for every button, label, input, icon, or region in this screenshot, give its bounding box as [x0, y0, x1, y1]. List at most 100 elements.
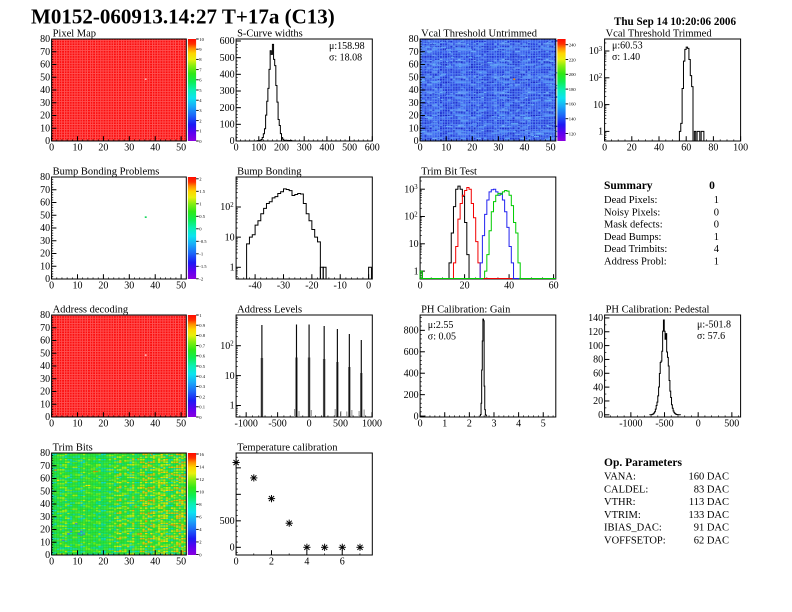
svg-text:12: 12 [199, 477, 204, 482]
svg-text:0: 0 [418, 419, 423, 430]
svg-text:200: 200 [274, 143, 289, 154]
svg-text:80: 80 [40, 448, 50, 459]
svg-text:0: 0 [414, 136, 419, 147]
svg-text:0: 0 [709, 180, 715, 192]
svg-text:10: 10 [73, 557, 83, 568]
svg-text:-500: -500 [655, 419, 673, 430]
svg-text:220: 220 [569, 57, 577, 62]
svg-text:1: 1 [714, 195, 719, 206]
svg-text:S-Curve widths: S-Curve widths [237, 29, 303, 40]
svg-text:1: 1 [714, 257, 719, 268]
svg-text:20: 20 [40, 111, 50, 122]
svg-text:1000: 1000 [362, 419, 382, 430]
svg-text:50: 50 [546, 143, 556, 154]
svg-text:80: 80 [40, 34, 50, 45]
svg-text:σ: 57.6: σ: 57.6 [697, 331, 725, 342]
svg-text:800: 800 [404, 326, 419, 337]
svg-text:0: 0 [366, 281, 371, 292]
svg-text:120: 120 [569, 131, 577, 136]
svg-text:200: 200 [404, 390, 419, 401]
svg-text:120: 120 [588, 327, 603, 338]
svg-text:-1000: -1000 [235, 419, 258, 430]
svg-text:VOFFSETOP:: VOFFSETOP: [604, 535, 666, 546]
svg-text:VTRIM:: VTRIM: [604, 510, 641, 521]
svg-text:20: 20 [40, 387, 50, 398]
svg-text:0: 0 [414, 411, 419, 422]
svg-text:180: 180 [569, 87, 577, 92]
svg-text:IBIAS_DAC:: IBIAS_DAC: [604, 523, 662, 534]
svg-text:1: 1 [442, 419, 447, 430]
svg-text:1: 1 [414, 266, 419, 277]
svg-text:1: 1 [714, 232, 719, 243]
svg-text:Mask defects:: Mask defects: [604, 220, 663, 231]
svg-text:20: 20 [460, 281, 470, 292]
svg-text:30: 30 [124, 419, 134, 430]
svg-text:Vcal Threshold Trimmed: Vcal Threshold Trimmed [606, 29, 713, 40]
svg-text:Address decoding: Address decoding [53, 305, 129, 316]
svg-text:1: 1 [199, 202, 202, 207]
svg-text:7: 7 [199, 67, 202, 72]
svg-text:0: 0 [230, 136, 235, 147]
svg-text:μ:2.55: μ:2.55 [428, 320, 454, 331]
svg-text:6: 6 [199, 515, 202, 520]
svg-text:CALDEL:: CALDEL: [604, 484, 648, 495]
svg-text:30: 30 [40, 98, 50, 109]
svg-text:500: 500 [333, 419, 348, 430]
svg-text:Address Probl:: Address Probl: [604, 257, 667, 268]
svg-text:0.3: 0.3 [199, 384, 205, 389]
svg-text:1.5: 1.5 [199, 189, 205, 194]
svg-text:103: 103 [404, 184, 418, 195]
svg-text:40: 40 [150, 281, 160, 292]
svg-text:μ:158.98: μ:158.98 [329, 41, 365, 52]
svg-text:5: 5 [541, 419, 546, 430]
svg-text:80: 80 [593, 355, 603, 366]
svg-text:40: 40 [520, 143, 530, 154]
svg-text:σ: 1.40: σ: 1.40 [612, 52, 640, 63]
svg-text:Pixel Map: Pixel Map [53, 29, 96, 40]
svg-text:2: 2 [199, 177, 202, 182]
svg-text:50: 50 [40, 348, 50, 359]
svg-text:1: 1 [199, 129, 202, 134]
svg-text:4: 4 [199, 98, 202, 103]
svg-text:240: 240 [569, 43, 577, 48]
svg-text:5: 5 [199, 88, 202, 93]
svg-text:Temperature calibration: Temperature calibration [237, 443, 338, 454]
svg-text:Dead Trimbits:: Dead Trimbits: [604, 244, 667, 255]
svg-text:0.1: 0.1 [199, 405, 205, 410]
svg-text:50: 50 [176, 557, 186, 568]
svg-text:-30: -30 [277, 281, 290, 292]
svg-text:VTHR:: VTHR: [604, 497, 636, 508]
svg-text:60: 60 [40, 198, 50, 209]
svg-text:VANA:: VANA: [604, 472, 636, 483]
svg-text:Op. Parameters: Op. Parameters [604, 457, 682, 469]
svg-text:Summary: Summary [604, 180, 653, 192]
svg-text:160: 160 [569, 102, 577, 107]
svg-text:0: 0 [49, 281, 54, 292]
svg-text:0: 0 [49, 419, 54, 430]
svg-text:40: 40 [40, 361, 50, 372]
svg-text:40: 40 [40, 223, 50, 234]
svg-text:50: 50 [40, 210, 50, 221]
svg-text:1: 1 [199, 313, 202, 318]
svg-text:400: 400 [220, 70, 235, 81]
svg-text:40: 40 [40, 499, 50, 510]
svg-text:3: 3 [199, 108, 202, 113]
svg-text:20: 20 [40, 525, 50, 536]
svg-text:20: 20 [98, 557, 108, 568]
svg-text:91 DAC: 91 DAC [694, 523, 729, 534]
svg-text:Noisy Pixels:: Noisy Pixels: [604, 207, 660, 218]
svg-text:10: 10 [199, 490, 204, 495]
svg-text:30: 30 [40, 236, 50, 247]
svg-text:10: 10 [409, 123, 419, 134]
svg-text:0.7: 0.7 [199, 343, 205, 348]
svg-text:0.8: 0.8 [199, 333, 205, 338]
svg-text:70: 70 [40, 461, 50, 472]
svg-text:30: 30 [493, 143, 503, 154]
svg-text:μ:60.53: μ:60.53 [612, 41, 643, 52]
svg-text:-10: -10 [334, 281, 347, 292]
svg-text:0: 0 [49, 143, 54, 154]
svg-text:102: 102 [220, 341, 234, 352]
svg-text:140: 140 [588, 313, 603, 324]
svg-text:2: 2 [269, 557, 274, 568]
svg-text:60: 60 [681, 143, 691, 154]
